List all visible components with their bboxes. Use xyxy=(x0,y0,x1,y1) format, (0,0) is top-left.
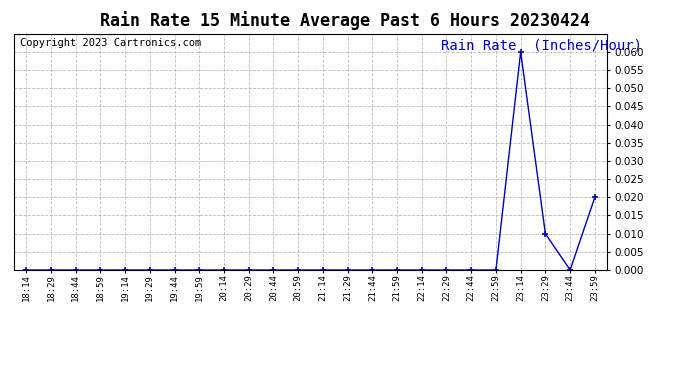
Text: Rain Rate 15 Minute Average Past 6 Hours 20230424: Rain Rate 15 Minute Average Past 6 Hours… xyxy=(100,11,590,30)
Text: Copyright 2023 Cartronics.com: Copyright 2023 Cartronics.com xyxy=(20,39,201,48)
Text: Rain Rate  (Inches/Hour): Rain Rate (Inches/Hour) xyxy=(441,39,642,53)
